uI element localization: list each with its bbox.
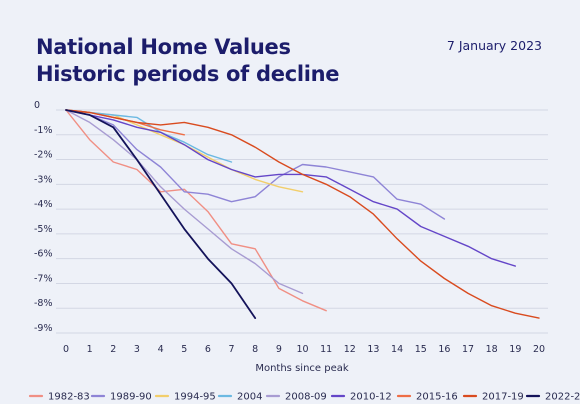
y-tick-label: -9% xyxy=(34,323,53,334)
chart-title: National Home Values Historic periods of… xyxy=(36,34,340,88)
series-line-2004 xyxy=(65,109,233,163)
x-tick-label: 17 xyxy=(462,344,474,355)
legend-label: 2010-12 xyxy=(350,392,392,403)
legend-label: 2017-19 xyxy=(482,392,524,403)
y-tick-label: 0 xyxy=(34,100,40,111)
y-tick-label: -2% xyxy=(34,150,53,161)
x-axis-label: Months since peak xyxy=(255,363,349,374)
x-tick-label: 10 xyxy=(296,344,308,355)
x-tick-label: 11 xyxy=(320,344,332,355)
legend-item-2017-19: 2017-19 xyxy=(462,392,524,403)
series-line-2017-19 xyxy=(65,109,540,319)
x-tick-label: 8 xyxy=(252,344,258,355)
x-tick-label: 3 xyxy=(134,344,140,355)
legend-label: 1982-83 xyxy=(48,392,90,403)
x-tick-label: 15 xyxy=(415,344,427,355)
x-axis-ticks: 0 1 2 3 4 5 6 7 8 9 10 11 12 13 14 15 16 17 18 19 20 xyxy=(63,344,545,355)
legend-label: 2004 xyxy=(237,392,262,403)
x-tick-label: 19 xyxy=(509,344,521,355)
series-line-2008-09 xyxy=(65,109,304,295)
x-tick-label: 7 xyxy=(229,344,235,355)
legend-item-1994-95: 1994-95 xyxy=(154,392,216,403)
x-tick-label: 4 xyxy=(158,344,164,355)
series-line-2022-2023 xyxy=(65,109,257,320)
series-lines xyxy=(65,109,540,320)
x-tick-label: 20 xyxy=(533,344,545,355)
title-line-1: National Home Values xyxy=(36,35,291,59)
x-tick-label: 13 xyxy=(367,344,379,355)
legend-item-1989-90: 1989-90 xyxy=(90,392,152,403)
x-tick-label: 16 xyxy=(438,344,450,355)
gridlines xyxy=(56,109,548,334)
legend-label: 1989-90 xyxy=(110,392,152,403)
y-tick-label: -6% xyxy=(34,249,53,260)
series-line-2010-12 xyxy=(65,109,516,267)
x-tick-label: 9 xyxy=(276,344,282,355)
x-tick-label: 14 xyxy=(391,344,403,355)
legend-label: 1994-95 xyxy=(174,392,216,403)
legend: 1982-83 1989-90 1994-95 2004 2008-09 2010-12 2… xyxy=(28,392,580,403)
x-tick-label: 6 xyxy=(205,344,211,355)
y-axis-ticks: 0 -1% -2% -3% -4% -5% -6% -7% -8% -9% xyxy=(34,100,53,334)
y-tick-label: -4% xyxy=(34,199,53,210)
series-line-1982-83 xyxy=(65,109,327,312)
legend-item-2022-2023: 2022-2023 xyxy=(525,392,580,403)
x-tick-label: 5 xyxy=(181,344,187,355)
legend-label: 2022-2023 xyxy=(545,392,580,403)
legend-item-2004: 2004 xyxy=(217,392,262,403)
x-tick-label: 0 xyxy=(63,344,69,355)
legend-item-2008-09: 2008-09 xyxy=(265,392,327,403)
x-tick-label: 12 xyxy=(344,344,356,355)
y-tick-label: -3% xyxy=(34,174,53,185)
title-line-2: Historic periods of decline xyxy=(36,62,340,86)
y-tick-label: -5% xyxy=(34,224,53,235)
legend-label: 2008-09 xyxy=(285,392,327,403)
legend-item-2010-12: 2010-12 xyxy=(330,392,392,403)
y-tick-label: -7% xyxy=(34,273,53,284)
legend-label: 2015-16 xyxy=(416,392,458,403)
x-tick-label: 1 xyxy=(87,344,93,355)
chart-date: 7 January 2023 xyxy=(446,38,542,53)
legend-item-1982-83: 1982-83 xyxy=(28,392,90,403)
x-tick-label: 18 xyxy=(486,344,498,355)
x-tick-label: 2 xyxy=(110,344,116,355)
legend-item-2015-16: 2015-16 xyxy=(396,392,458,403)
y-tick-label: -1% xyxy=(34,125,53,136)
series-line-1989-90 xyxy=(65,109,446,220)
y-tick-label: -8% xyxy=(34,298,53,309)
